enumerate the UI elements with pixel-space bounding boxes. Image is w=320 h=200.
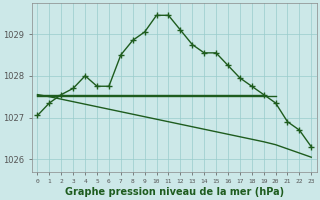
X-axis label: Graphe pression niveau de la mer (hPa): Graphe pression niveau de la mer (hPa) [65,187,284,197]
